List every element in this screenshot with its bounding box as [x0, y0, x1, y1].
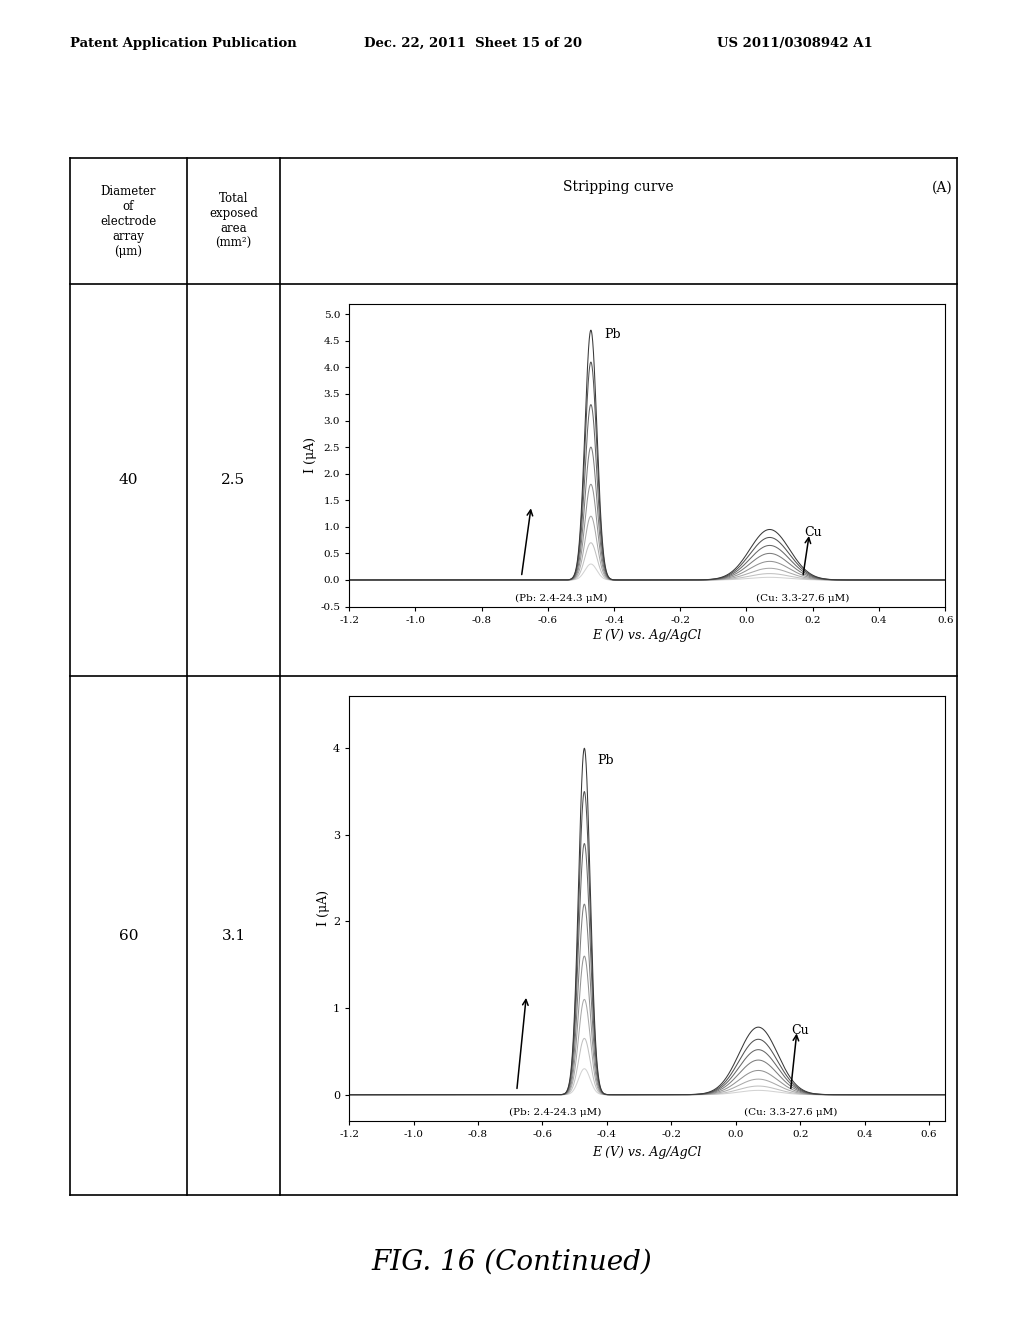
Text: Patent Application Publication: Patent Application Publication	[70, 37, 296, 50]
Text: 2.5: 2.5	[221, 473, 246, 487]
Text: (Cu: 3.3-27.6 μM): (Cu: 3.3-27.6 μM)	[743, 1109, 838, 1118]
Text: Cu: Cu	[804, 527, 821, 540]
Text: Diameter
of
electrode
array
(μm): Diameter of electrode array (μm)	[100, 185, 157, 257]
Text: 40: 40	[119, 473, 138, 487]
Text: Pb: Pb	[597, 754, 613, 767]
Text: E (V) vs. Ag/AgCl: E (V) vs. Ag/AgCl	[593, 1146, 701, 1159]
Text: Total
exposed
area
(mm²): Total exposed area (mm²)	[209, 193, 258, 249]
Text: (Pb: 2.4-24.3 μM): (Pb: 2.4-24.3 μM)	[515, 594, 607, 603]
Y-axis label: I (μA): I (μA)	[317, 891, 331, 927]
Text: 3.1: 3.1	[221, 928, 246, 942]
Text: FIG. 16 (Continued): FIG. 16 (Continued)	[372, 1249, 652, 1275]
Text: Pb: Pb	[604, 329, 621, 341]
Text: Dec. 22, 2011  Sheet 15 of 20: Dec. 22, 2011 Sheet 15 of 20	[364, 37, 582, 50]
Text: 60: 60	[119, 928, 138, 942]
Text: (Cu: 3.3-27.6 μM): (Cu: 3.3-27.6 μM)	[756, 594, 850, 603]
Text: Cu: Cu	[792, 1024, 809, 1038]
Text: (Pb: 2.4-24.3 μM): (Pb: 2.4-24.3 μM)	[509, 1109, 601, 1118]
Text: (A): (A)	[932, 181, 952, 194]
Text: E (V) vs. Ag/AgCl: E (V) vs. Ag/AgCl	[593, 630, 701, 642]
Text: Stripping curve: Stripping curve	[563, 181, 674, 194]
Y-axis label: I (μA): I (μA)	[304, 437, 317, 473]
Text: US 2011/0308942 A1: US 2011/0308942 A1	[717, 37, 872, 50]
